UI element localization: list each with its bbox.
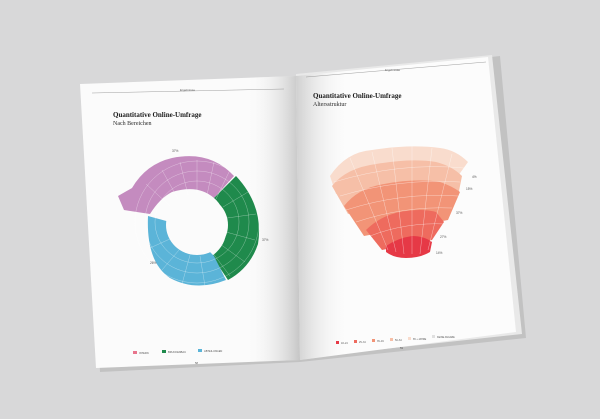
legend-swatch-35-49: [372, 339, 375, 342]
left-header-rule: [91, 88, 285, 94]
left-legend: INTERN BRUCKENBAU ABTEILUNGEN: [133, 349, 222, 355]
right-title: Quantitative Online-Umfrage: [313, 92, 401, 100]
legend-label-abteilungen: ABTEILUNGEN: [204, 349, 222, 353]
legend-label-65-plus: 65 + JAHRE: [413, 338, 427, 341]
legend-swatch-25-34: [354, 340, 357, 343]
fan-label-4: 27%: [440, 235, 447, 239]
legend-swatch-65-plus: [408, 337, 411, 340]
fan-band-18-24: [386, 236, 432, 258]
right-header-rule: [305, 61, 487, 78]
fan-label-5: 14%: [436, 251, 443, 255]
ring-gridlines: [134, 160, 260, 287]
legend-swatch-50-64: [390, 338, 393, 341]
ring-chart: 37% 37% 26%: [118, 149, 269, 287]
fan-chart: 4% 15% 37% 27% 14%: [330, 146, 477, 258]
legend-swatch-18-24: [336, 341, 339, 344]
legend-label-keine-angabe: KEINE ANGABE: [437, 336, 455, 339]
legend-label-18-24: 18–24: [341, 342, 348, 345]
legend-label-50-64: 50–64: [395, 339, 402, 342]
fan-label-3: 37%: [456, 211, 463, 215]
fan-gridlines: [333, 146, 465, 255]
legend-label-35-49: 35–49: [377, 340, 384, 343]
ring-segment-green: [212, 176, 260, 280]
legend-swatch-keine-angabe: [432, 335, 435, 338]
left-page-number: 58: [195, 361, 198, 365]
left-title: Quantitative Online-Umfrage: [113, 111, 201, 119]
ring-segment-purple: [118, 156, 234, 214]
left-header: Ergebnisse: [180, 88, 195, 92]
label-blue: 26%: [150, 261, 157, 265]
ring-hole: [166, 195, 228, 255]
legend-label-25-34: 25–34: [359, 341, 366, 344]
fan-label-2: 15%: [466, 187, 473, 191]
legend-label-intern: INTERN: [139, 351, 149, 355]
legend-swatch-abteilungen: [198, 349, 202, 352]
right-header: Ergebnisse: [385, 68, 400, 72]
legend-swatch-bruckenbau: [162, 350, 166, 353]
left-subtitle: Nach Bereichen: [113, 121, 151, 127]
right-legend: 18–24 25–34 35–49 50–64 65 + JAHRE KEINE…: [336, 335, 455, 345]
legend-swatch-intern: [133, 351, 137, 354]
fan-label-1: 4%: [472, 175, 477, 179]
legend-label-bruckenbau: BRUCKENBAU: [168, 350, 186, 354]
right-page-number: 59: [400, 346, 403, 350]
right-subtitle: Altersstruktur: [313, 102, 346, 108]
label-green: 37%: [262, 238, 269, 242]
label-purple: 37%: [172, 149, 179, 153]
